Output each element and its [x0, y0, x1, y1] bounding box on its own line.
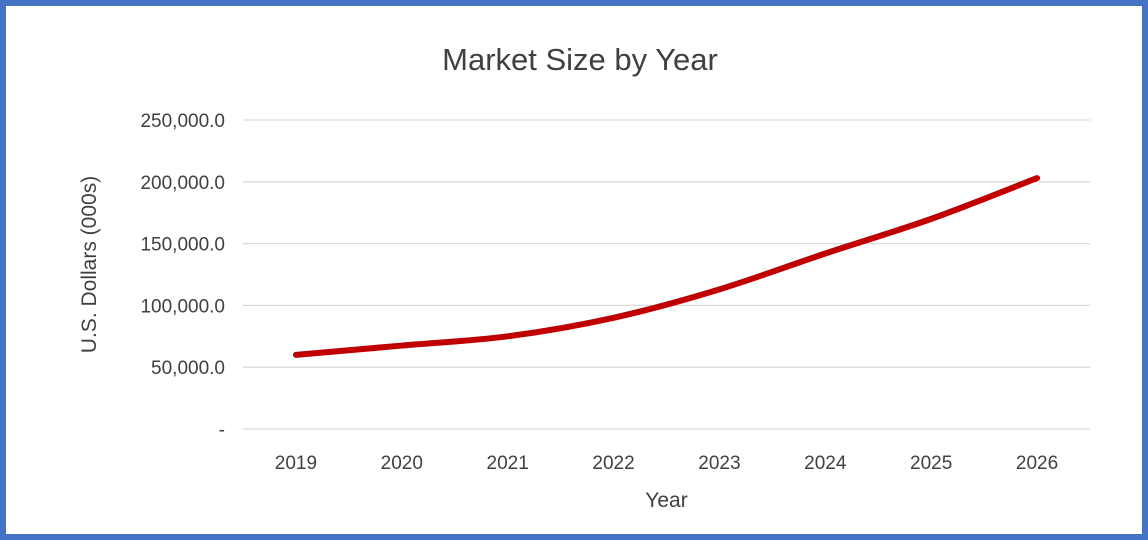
x-tick-label: 2023: [698, 453, 740, 474]
x-tick-label: 2020: [381, 453, 423, 474]
y-tick-label: 200,000.0: [140, 173, 225, 194]
x-tick-label: 2022: [592, 453, 634, 474]
y-tick-label: 100,000.0: [140, 296, 225, 317]
y-tick-label: -: [219, 420, 225, 441]
x-tick-label: 2024: [804, 453, 847, 474]
x-axis-title: Year: [645, 489, 687, 512]
x-axis-ticks: 2019 2020 2021 2022 2023 2024 2025 2026: [275, 453, 1058, 474]
y-tick-label: 150,000.0: [140, 235, 225, 256]
y-tick-label: 250,000.0: [140, 111, 225, 132]
x-tick-label: 2019: [275, 453, 317, 474]
x-tick-label: 2025: [910, 453, 952, 474]
chart-title: Market Size by Year: [442, 42, 718, 77]
series-layer: [292, 175, 1041, 358]
gridlines: [243, 119, 1090, 430]
y-tick-label: 50,000.0: [151, 358, 225, 379]
x-tick-label: 2021: [487, 453, 529, 474]
y-axis-title: U.S. Dollars (000s): [78, 176, 101, 353]
y-axis-ticks: - 50,000.0 100,000.0 150,000.0 200,000.0 250,…: [140, 111, 225, 441]
series-line: [292, 175, 1041, 358]
x-tick-label: 2026: [1016, 453, 1058, 474]
